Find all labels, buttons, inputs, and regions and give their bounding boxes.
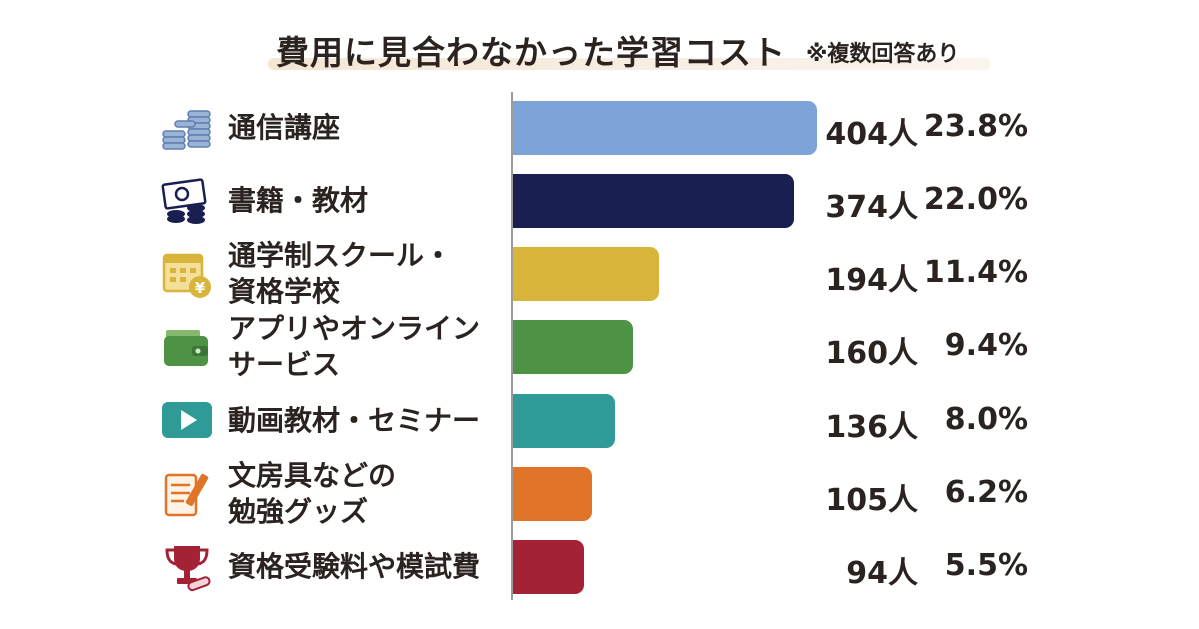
category-label: 文房具などの 勉強グッズ <box>228 459 397 528</box>
axis-line <box>511 92 513 600</box>
calendar-yen-icon: ¥ <box>160 247 214 301</box>
notepad-pencil-icon <box>160 467 214 521</box>
percent-label: 9.4% <box>944 328 1028 363</box>
percent-label: 11.4% <box>923 255 1028 290</box>
title-underline <box>268 58 990 70</box>
svg-text:¥: ¥ <box>195 279 206 297</box>
bar-row: 文房具などの 勉強グッズ 105人 6.2% <box>0 459 1199 539</box>
bar <box>513 540 584 594</box>
bar <box>513 394 615 448</box>
category-label: 資格受験料や模試費 <box>228 550 481 583</box>
category-label: 書籍・教材 <box>228 184 369 217</box>
bar-row: ¥ 通学制スクール・ 資格学校 194人 11.4% <box>0 239 1199 319</box>
bar <box>513 247 659 301</box>
count-label: 136人 <box>825 410 918 445</box>
category-label: 通信講座 <box>228 111 341 144</box>
bar <box>513 320 633 374</box>
coins-icon <box>160 101 214 155</box>
bar-row: 通信講座 404人 23.8% <box>0 101 1199 173</box>
chart-title: 費用に見合わなかった学習コスト <box>276 33 786 72</box>
bar <box>513 101 817 155</box>
count-label: 194人 <box>825 263 918 298</box>
count-label: 404人 <box>825 117 918 152</box>
percent-label: 5.5% <box>944 548 1028 583</box>
percent-label: 22.0% <box>923 182 1028 217</box>
count-label: 105人 <box>825 483 918 518</box>
bar <box>513 467 592 521</box>
trophy-icon <box>160 540 214 594</box>
bar-row: 資格受験料や模試費 94人 5.5% <box>0 540 1199 612</box>
percent-label: 8.0% <box>944 402 1028 437</box>
category-label: 動画教材・セミナー <box>228 404 481 437</box>
multiple-answers-note: ※複数回答あり <box>806 42 960 67</box>
money-icon <box>160 174 214 228</box>
count-label: 94人 <box>846 556 918 591</box>
bar-row: 書籍・教材 374人 22.0% <box>0 174 1199 246</box>
bar-row: 動画教材・セミナー 136人 8.0% <box>0 394 1199 466</box>
play-icon <box>160 394 214 448</box>
percent-label: 6.2% <box>944 475 1028 510</box>
count-label: 374人 <box>825 190 918 225</box>
title-block: 費用に見合わなかった学習コスト ※複数回答あり <box>268 22 990 72</box>
bar-row: アプリやオンライン サービス 160人 9.4% <box>0 312 1199 392</box>
count-label: 160人 <box>825 336 918 371</box>
wallet-icon <box>160 320 214 374</box>
category-label: アプリやオンライン サービス <box>228 312 481 381</box>
bar <box>513 174 794 228</box>
category-label: 通学制スクール・ 資格学校 <box>228 239 453 308</box>
percent-label: 23.8% <box>923 109 1028 144</box>
